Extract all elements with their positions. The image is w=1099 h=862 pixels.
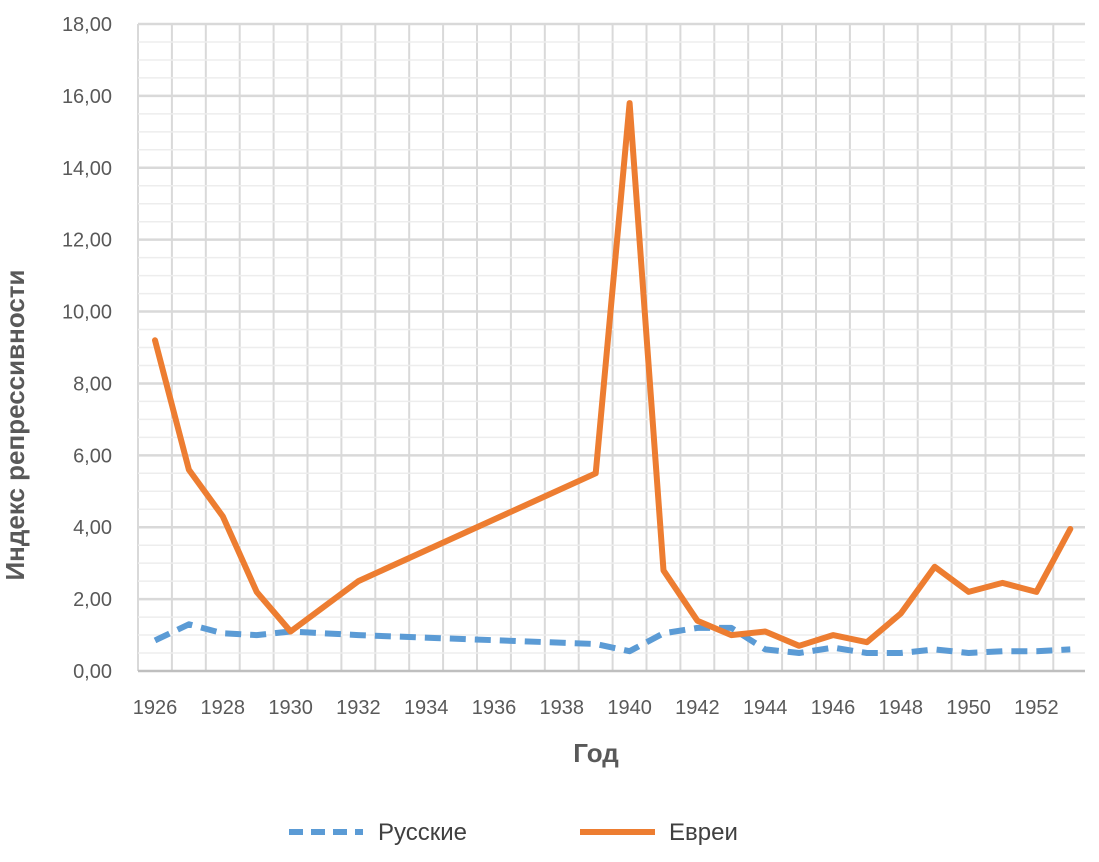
gridlines	[137, 22, 1085, 673]
x-axis-title: Год	[573, 738, 619, 768]
y-tick-label: 8,00	[73, 373, 112, 395]
series-line-0	[153, 621, 1071, 656]
x-tick-label: 1926	[133, 697, 178, 719]
x-tick-label: 1950	[946, 697, 991, 719]
y-axis-title: Индекс репрессивности	[0, 269, 30, 580]
y-tick-label: 18,00	[62, 14, 112, 36]
x-tick-label: 1948	[879, 697, 924, 719]
x-tick-label: 1952	[1014, 697, 1059, 719]
x-tick-label: 1936	[472, 697, 517, 719]
x-tick-label: 1934	[404, 697, 449, 719]
y-tick-label: 16,00	[62, 86, 112, 108]
x-tick-label: 1928	[201, 697, 246, 719]
y-tick-label: 2,00	[73, 589, 112, 611]
x-tick-label: 1938	[540, 697, 585, 719]
y-tick-label: 10,00	[62, 302, 112, 324]
x-tick-label: 1940	[607, 697, 652, 719]
y-tick-label: 6,00	[73, 445, 112, 467]
y-tick-label: 12,00	[62, 230, 112, 252]
y-axis-ticks: 0,00 2,00 4,00 6,00 8,00 10,00 12,00 14,00 16,00…	[62, 14, 112, 683]
legend-label-jews: Евреи	[669, 819, 738, 846]
legend-label-russians: Русские	[378, 819, 467, 846]
x-tick-label: 1942	[675, 697, 720, 719]
x-tick-label: 1946	[811, 697, 856, 719]
y-tick-label: 14,00	[62, 158, 112, 180]
series-line-1	[152, 100, 1074, 649]
y-tick-label: 0,00	[73, 661, 112, 683]
series-lines	[152, 100, 1074, 656]
x-tick-label: 1944	[743, 697, 788, 719]
y-tick-label: 4,00	[73, 517, 112, 539]
x-axis-ticks: 1926 1928 1930 1932 1934 1936 1938 1940 1942 1944…	[133, 697, 1059, 719]
legend: Русские Евреи	[289, 819, 738, 846]
x-tick-label: 1932	[336, 697, 381, 719]
x-tick-label: 1930	[268, 697, 313, 719]
